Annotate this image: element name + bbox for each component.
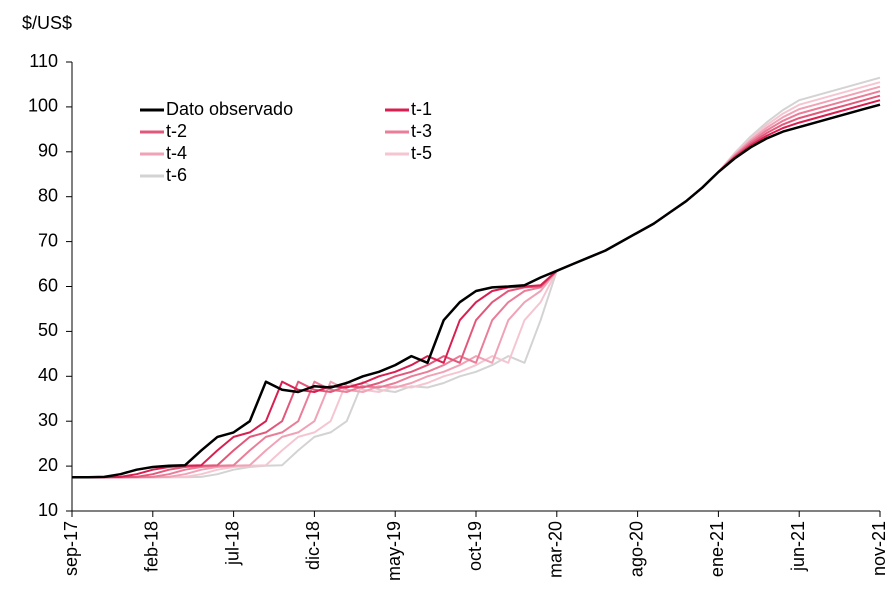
y-tick-label: 50 — [38, 320, 58, 340]
y-tick-label: 10 — [38, 500, 58, 520]
y-tick-label: 60 — [38, 275, 58, 295]
legend-label: Dato observado — [166, 99, 293, 119]
x-tick-label: feb-18 — [142, 521, 162, 572]
series-line — [72, 90, 881, 479]
legend-label: t-4 — [166, 143, 187, 163]
x-tick-label: jun-21 — [788, 521, 808, 572]
y-tick-label: 40 — [38, 365, 58, 385]
series-line — [72, 81, 881, 479]
x-tick-label: sep-17 — [61, 521, 81, 576]
x-tick-label: jul-18 — [222, 521, 242, 566]
y-axis-label: $/US$ — [22, 13, 72, 33]
x-tick-label: oct-19 — [465, 521, 485, 571]
x-tick-label: ene-21 — [707, 521, 727, 577]
x-tick-label: may-19 — [384, 521, 404, 581]
legend-label: t-3 — [411, 121, 432, 141]
legend-label: t-2 — [166, 121, 187, 141]
series-line — [72, 103, 881, 479]
series-line — [72, 76, 881, 479]
series-line — [72, 99, 881, 479]
series-line — [72, 85, 881, 479]
legend-label: t-6 — [166, 165, 187, 185]
y-tick-label: 90 — [38, 141, 58, 161]
y-tick-label: 70 — [38, 230, 58, 250]
legend-label: t-1 — [411, 99, 432, 119]
series-line — [72, 94, 881, 479]
x-tick-label: nov-21 — [869, 521, 889, 576]
y-tick-label: 80 — [38, 185, 58, 205]
y-tick-label: 20 — [38, 455, 58, 475]
y-tick-label: 110 — [29, 51, 58, 71]
y-tick-label: 30 — [38, 410, 58, 430]
x-tick-label: ago-20 — [626, 521, 646, 577]
legend-label: t-5 — [411, 143, 432, 163]
x-tick-label: mar-20 — [546, 521, 566, 578]
y-tick-label: 100 — [28, 96, 58, 116]
x-tick-label: dic-18 — [303, 521, 323, 570]
